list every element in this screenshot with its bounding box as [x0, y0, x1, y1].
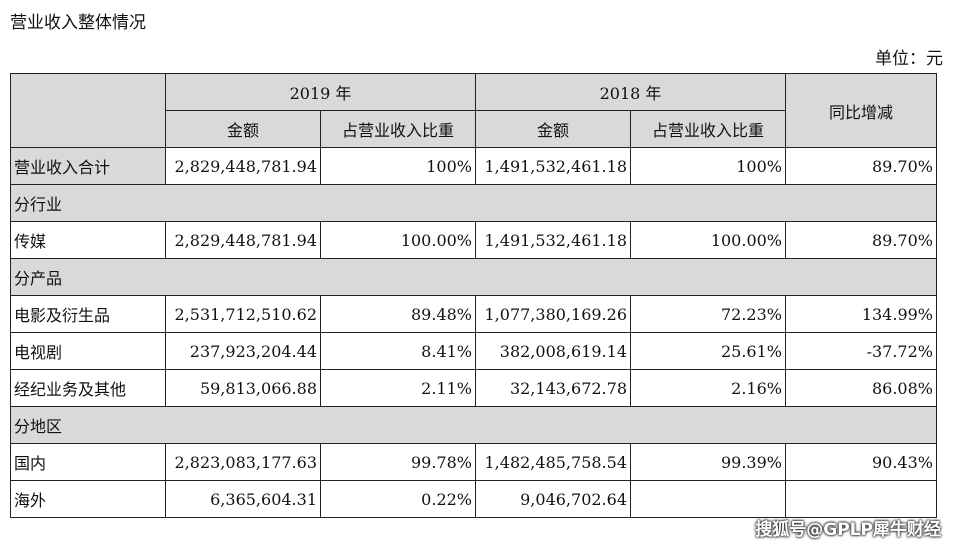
section-label: 分产品 — [10, 258, 937, 296]
yoy-change: 89.70% — [785, 147, 937, 185]
yoy-change — [785, 480, 937, 518]
row-label: 海外 — [10, 480, 166, 518]
header-yoy: 同比增减 — [785, 73, 937, 148]
section-label: 分行业 — [10, 184, 937, 222]
share-2018: 100.00% — [630, 221, 786, 259]
amount-2019: 237,923,204.44 — [165, 332, 321, 370]
yoy-change: 86.08% — [785, 369, 937, 407]
section-label: 分地区 — [10, 406, 937, 444]
share-2019: 100% — [320, 147, 476, 185]
amount-2019: 59,813,066.88 — [165, 369, 321, 407]
section-row: 分地区 — [10, 406, 937, 444]
header-year-2018: 2018 年 — [475, 73, 786, 111]
table-row: 电视剧 237,923,204.44 8.41% 382,008,619.14 … — [10, 332, 937, 370]
section-row: 分行业 — [10, 184, 937, 222]
table-row: 海外 6,365,604.31 0.22% 9,046,702.64 — [10, 480, 937, 518]
table-row: 经纪业务及其他 59,813,066.88 2.11% 32,143,672.7… — [10, 369, 937, 407]
share-2018: 99.39% — [630, 443, 786, 481]
share-2019: 2.11% — [320, 369, 476, 407]
yoy-change: 134.99% — [785, 295, 937, 333]
watermark: 搜狐号@GPLP犀牛财经 — [755, 520, 941, 540]
header-amount-2018: 金额 — [475, 110, 631, 148]
header-year-2019: 2019 年 — [165, 73, 476, 111]
share-2018: 72.23% — [630, 295, 786, 333]
row-label: 经纪业务及其他 — [10, 369, 166, 407]
amount-2018: 32,143,672.78 — [475, 369, 631, 407]
amount-2019: 2,829,448,781.94 — [165, 147, 321, 185]
row-label: 国内 — [10, 443, 166, 481]
table-row: 传媒 2,829,448,781.94 100.00% 1,491,532,46… — [10, 221, 937, 259]
table-row: 国内 2,823,083,177.63 99.78% 1,482,485,758… — [10, 443, 937, 481]
amount-2018: 382,008,619.14 — [475, 332, 631, 370]
unit-label: 单位：元 — [875, 49, 943, 69]
section-row: 分产品 — [10, 258, 937, 296]
row-label: 传媒 — [10, 221, 166, 259]
row-label: 营业收入合计 — [10, 147, 166, 185]
share-2019: 89.48% — [320, 295, 476, 333]
amount-2018: 1,077,380,169.26 — [475, 295, 631, 333]
share-2019: 99.78% — [320, 443, 476, 481]
share-2018 — [630, 480, 786, 518]
amount-2018: 9,046,702.64 — [475, 480, 631, 518]
header-share-2018: 占营业收入比重 — [630, 110, 786, 148]
header-amount-2019: 金额 — [165, 110, 321, 148]
yoy-change: 89.70% — [785, 221, 937, 259]
header-share-2019: 占营业收入比重 — [320, 110, 476, 148]
row-label: 电视剧 — [10, 332, 166, 370]
page-title: 营业收入整体情况 — [10, 13, 146, 33]
yoy-change: -37.72% — [785, 332, 937, 370]
table-row: 营业收入合计 2,829,448,781.94 100% 1,491,532,4… — [10, 147, 937, 185]
amount-2019: 6,365,604.31 — [165, 480, 321, 518]
header-corner — [10, 73, 166, 148]
share-2019: 0.22% — [320, 480, 476, 518]
share-2018: 100% — [630, 147, 786, 185]
share-2018: 2.16% — [630, 369, 786, 407]
row-label: 电影及衍生品 — [10, 295, 166, 333]
amount-2019: 2,531,712,510.62 — [165, 295, 321, 333]
amount-2018: 1,491,532,461.18 — [475, 221, 631, 259]
share-2019: 100.00% — [320, 221, 476, 259]
amount-2018: 1,482,485,758.54 — [475, 443, 631, 481]
yoy-change: 90.43% — [785, 443, 937, 481]
amount-2019: 2,829,448,781.94 — [165, 221, 321, 259]
share-2018: 25.61% — [630, 332, 786, 370]
amount-2019: 2,823,083,177.63 — [165, 443, 321, 481]
amount-2018: 1,491,532,461.18 — [475, 147, 631, 185]
share-2019: 8.41% — [320, 332, 476, 370]
revenue-table: 2019 年 2018 年 同比增减 金额 占营业收入比重 金额 占营业收入比重… — [10, 73, 937, 518]
table-row: 电影及衍生品 2,531,712,510.62 89.48% 1,077,380… — [10, 295, 937, 333]
